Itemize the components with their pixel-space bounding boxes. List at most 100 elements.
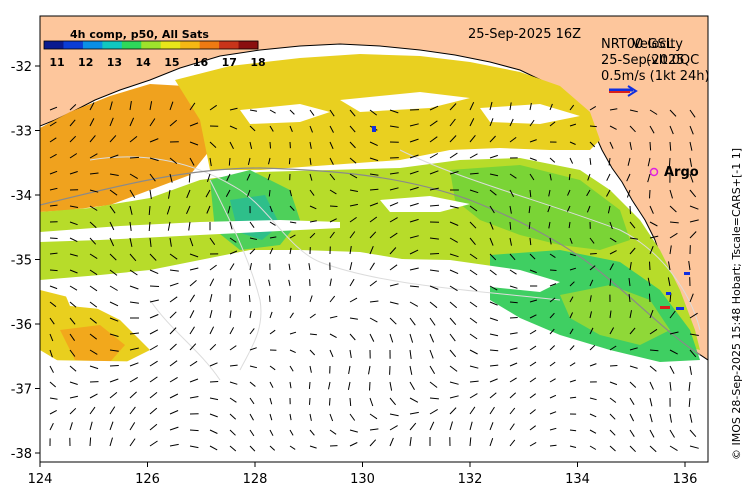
velocity-arrow — [329, 315, 338, 319]
y-axis: -32 -33 -34 -35 -36 -37 -38 — [11, 60, 40, 462]
velocity-arrow — [569, 237, 573, 244]
velocity-arrow — [509, 362, 518, 367]
velocity-arrow — [669, 310, 676, 319]
velocity-arrow — [489, 438, 494, 447]
velocity-arrow — [349, 141, 356, 149]
velocity-arrow — [469, 253, 478, 260]
velocity-arrow — [629, 327, 636, 335]
velocity-arrow — [149, 360, 158, 367]
velocity-arrow — [529, 189, 532, 198]
x-tick-label: 126 — [135, 472, 160, 487]
velocity-arrow — [549, 121, 556, 127]
velocity-arrow — [247, 189, 251, 197]
velocity-arrow — [169, 426, 179, 431]
velocity-arrow — [69, 153, 78, 159]
velocity-arrow — [528, 205, 531, 214]
velocity-arrow — [189, 141, 199, 146]
velocity-legend-line1: NRT00 GSL — [601, 37, 674, 52]
velocity-arrow — [309, 445, 317, 449]
velocity-arrow — [69, 205, 79, 208]
velocity-arrow — [227, 205, 231, 214]
velocity-arrow — [368, 365, 371, 375]
velocity-arrow — [109, 349, 119, 352]
velocity-arrow — [289, 247, 292, 255]
velocity-arrow — [549, 378, 556, 383]
velocity-arrow — [89, 153, 98, 159]
velocity-arrow — [89, 172, 99, 175]
velocity-arrow — [129, 347, 139, 351]
velocity-arrow — [49, 285, 58, 290]
velocity-arrow — [69, 221, 78, 226]
velocity-arrow — [49, 269, 58, 272]
velocity-arrow — [569, 157, 574, 164]
velocity-arrow — [689, 312, 698, 319]
velocity-arrow — [389, 217, 398, 223]
velocity-arrow — [569, 396, 577, 399]
velocity-arrow — [429, 421, 435, 431]
velocity-arrow — [409, 202, 419, 207]
velocity-arrow — [609, 221, 613, 230]
velocity-arrow — [149, 407, 158, 415]
velocity-arrow — [349, 278, 355, 287]
velocity-arrow — [449, 317, 457, 326]
velocity-arrow — [589, 445, 597, 450]
x-tick-label: 130 — [350, 472, 375, 487]
velocity-arrow — [568, 173, 571, 181]
velocity-arrow — [308, 381, 311, 389]
velocity-arrow — [449, 407, 457, 415]
velocity-arrow — [247, 157, 251, 166]
velocity-arrow — [309, 125, 313, 133]
velocity-arrow — [389, 381, 393, 391]
velocity-arrow — [609, 141, 614, 149]
velocity-arrow — [289, 189, 292, 197]
velocity-arrow — [429, 170, 439, 175]
velocity-arrow — [469, 153, 478, 159]
velocity-arrow — [269, 329, 276, 335]
velocity-arrow — [569, 345, 575, 351]
velocity-arrow — [489, 101, 493, 111]
velocity-arrow — [69, 365, 77, 372]
velocity-arrow — [609, 445, 616, 452]
velocity-arrow — [629, 247, 636, 255]
velocity-arrow — [109, 333, 119, 337]
velocity-arrow — [569, 267, 577, 271]
velocity-arrow — [529, 299, 538, 303]
velocity-arrow — [629, 347, 638, 351]
velocity-arrow — [49, 333, 54, 342]
velocity-arrow — [349, 216, 357, 223]
velocity-arrow — [549, 157, 556, 163]
velocity-arrow — [189, 122, 199, 127]
velocity-arrow — [349, 173, 358, 179]
velocity-arrow — [609, 429, 616, 436]
velocity-arrow — [109, 221, 115, 231]
velocity-arrow — [349, 349, 352, 358]
velocity-arrow — [509, 173, 517, 179]
velocity-arrow — [329, 141, 334, 150]
velocity-arrow — [89, 285, 98, 292]
velocity-arrow — [629, 310, 632, 319]
velocity-arrow — [249, 109, 258, 112]
velocity-arrow — [548, 189, 551, 197]
velocity-arrow — [509, 347, 518, 351]
velocity-arrow — [209, 343, 217, 351]
velocity-arrow — [628, 294, 631, 303]
velocity-arrow — [329, 295, 336, 303]
velocity-arrow — [229, 237, 237, 243]
velocity-arrow — [129, 205, 133, 215]
velocity-arrow — [586, 189, 591, 197]
velocity-arrow — [629, 429, 635, 437]
velocity-arrow — [389, 232, 398, 239]
velocity-arrow — [449, 135, 457, 143]
velocity-arrow — [609, 413, 616, 420]
velocity-arrow — [409, 186, 419, 191]
velocity-arrow — [229, 381, 238, 385]
velocity-arrow — [169, 237, 172, 247]
velocity-arrow — [329, 157, 334, 165]
velocity-arrow — [89, 269, 98, 276]
velocity-arrow — [269, 247, 274, 255]
velocity-arrow — [529, 393, 537, 399]
velocity-arrow — [189, 378, 199, 383]
velocity-arrow — [669, 381, 672, 391]
velocity-arrow — [389, 172, 399, 175]
velocity-arrow — [469, 393, 478, 399]
